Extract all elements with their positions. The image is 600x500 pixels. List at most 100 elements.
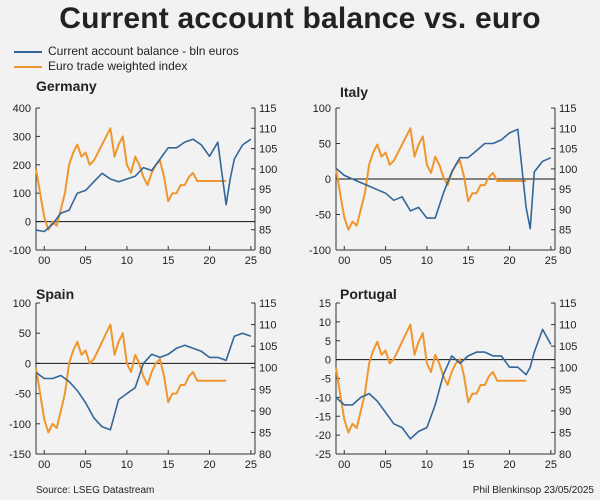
legend-swatch-euro-index bbox=[14, 65, 42, 68]
portugal-left-tick-label: -10 bbox=[315, 392, 331, 404]
spain-right-tick-label: 105 bbox=[259, 341, 277, 353]
germany-left-tick-label: 100 bbox=[13, 188, 31, 200]
source-note: Source: LSEG Datastream bbox=[36, 485, 155, 496]
portugal-x-tick-label: 20 bbox=[503, 459, 515, 471]
spain-right-tick-label: 100 bbox=[259, 363, 277, 375]
spain-left-tick-label: -100 bbox=[9, 419, 31, 431]
portugal-panel-title: Portugal bbox=[340, 286, 397, 302]
portugal-left-tick-label: -5 bbox=[321, 374, 331, 386]
legend-swatch-current-account bbox=[14, 50, 42, 53]
portugal-left-tick-label: 10 bbox=[319, 317, 331, 329]
italy-right-tick-label: 85 bbox=[559, 225, 571, 237]
legend-label-euro-index: Euro trade weighted index bbox=[48, 59, 188, 73]
germany-right-tick-label: 85 bbox=[259, 225, 271, 237]
spain-x-tick-label: 10 bbox=[121, 459, 133, 471]
spain-panel-title: Spain bbox=[36, 286, 74, 302]
italy-left-tick-label: -50 bbox=[315, 210, 331, 222]
germany-x-tick-label: 25 bbox=[245, 255, 257, 267]
spain-left-tick-label: 0 bbox=[25, 358, 31, 370]
italy-right-tick-label: 100 bbox=[559, 164, 577, 176]
italy-right-tick-label: 110 bbox=[559, 123, 577, 135]
portugal-x-tick-label: 05 bbox=[379, 459, 391, 471]
spain-left-tick-label: -150 bbox=[9, 449, 31, 461]
portugal-x-tick-label: 10 bbox=[421, 459, 433, 471]
portugal-right-tick-label: 100 bbox=[559, 363, 577, 375]
germany-left-tick-label: 300 bbox=[13, 131, 31, 143]
spain-euro-index-line bbox=[35, 323, 227, 434]
italy-right-tick-label: 105 bbox=[559, 144, 577, 156]
portugal-current-account-line bbox=[335, 328, 552, 440]
italy-right-tick-label: 95 bbox=[559, 184, 571, 196]
portugal-right-tick-label: 90 bbox=[559, 406, 571, 418]
germany-right-tick-label: 80 bbox=[259, 245, 271, 257]
chart-title: Current account balance vs. euro bbox=[59, 2, 541, 35]
spain-left-tick-label: -50 bbox=[15, 389, 31, 401]
portugal-right-tick-label: 110 bbox=[559, 320, 577, 332]
portugal-right-tick-label: 105 bbox=[559, 341, 577, 353]
spain-x-tick-label: 00 bbox=[38, 459, 50, 471]
spain-right-tick-label: 115 bbox=[259, 298, 277, 310]
italy-panel-title: Italy bbox=[340, 84, 368, 100]
germany-right-tick-label: 115 bbox=[259, 103, 277, 115]
portugal-right-tick-label: 95 bbox=[559, 384, 571, 396]
italy-right-tick-label: 90 bbox=[559, 204, 571, 216]
spain-right-tick-label: 110 bbox=[259, 320, 277, 332]
spain-left-tick-label: 50 bbox=[19, 328, 31, 340]
portugal-x-tick-label: 15 bbox=[462, 459, 474, 471]
italy-right-tick-label: 80 bbox=[559, 245, 571, 257]
spain-right-tick-label: 80 bbox=[259, 449, 271, 461]
germany-x-tick-label: 10 bbox=[121, 255, 133, 267]
legend-item-current-account: Current account balance - bln euros bbox=[14, 44, 239, 58]
portugal-right-tick-label: 115 bbox=[559, 298, 577, 310]
portugal-x-tick-label: 00 bbox=[338, 459, 350, 471]
italy-current-account-line bbox=[335, 128, 552, 230]
portugal-left-tick-label: 5 bbox=[325, 336, 331, 348]
italy-x-tick-label: 00 bbox=[338, 255, 350, 267]
portugal-right-tick-label: 80 bbox=[559, 449, 571, 461]
spain-left-tick-label: 100 bbox=[13, 298, 31, 310]
spain-x-tick-label: 05 bbox=[79, 459, 91, 471]
credit-note: Phil Blenkinsop 23/05/2025 bbox=[472, 485, 594, 496]
italy-left-tick-label: 50 bbox=[319, 139, 331, 151]
germany-x-tick-label: 20 bbox=[203, 255, 215, 267]
spain-right-tick-label: 95 bbox=[259, 384, 271, 396]
portugal-left-tick-label: -25 bbox=[315, 449, 331, 461]
germany-x-tick-label: 00 bbox=[38, 255, 50, 267]
legend-label-current-account: Current account balance - bln euros bbox=[48, 44, 239, 58]
germany-right-tick-label: 100 bbox=[259, 164, 277, 176]
germany-euro-index-line bbox=[35, 127, 227, 231]
italy-x-tick-label: 15 bbox=[462, 255, 474, 267]
spain-right-tick-label: 85 bbox=[259, 427, 271, 439]
italy-left-tick-label: 0 bbox=[325, 174, 331, 186]
italy-euro-index-line bbox=[335, 127, 527, 231]
italy-left-tick-label: 100 bbox=[313, 103, 331, 115]
spain-right-tick-label: 90 bbox=[259, 406, 271, 418]
germany-left-tick-label: -100 bbox=[9, 245, 31, 257]
germany-left-tick-label: 0 bbox=[25, 217, 31, 229]
spain-x-tick-label: 20 bbox=[203, 459, 215, 471]
spain-x-tick-label: 15 bbox=[162, 459, 174, 471]
italy-x-tick-label: 10 bbox=[421, 255, 433, 267]
germany-right-tick-label: 110 bbox=[259, 123, 277, 135]
portugal-left-tick-label: 15 bbox=[319, 298, 331, 310]
italy-x-tick-label: 20 bbox=[503, 255, 515, 267]
spain-x-tick-label: 25 bbox=[245, 459, 257, 471]
germany-left-tick-label: 200 bbox=[13, 160, 31, 172]
italy-right-tick-label: 115 bbox=[559, 103, 577, 115]
germany-right-tick-label: 105 bbox=[259, 144, 277, 156]
italy-x-tick-label: 25 bbox=[545, 255, 557, 267]
portugal-left-tick-label: -20 bbox=[315, 430, 331, 442]
germany-current-account-line bbox=[35, 138, 252, 233]
italy-x-tick-label: 05 bbox=[379, 255, 391, 267]
italy-left-tick-label: -100 bbox=[309, 245, 331, 257]
portugal-right-tick-label: 85 bbox=[559, 427, 571, 439]
portugal-left-tick-label: 0 bbox=[325, 355, 331, 367]
germany-x-tick-label: 05 bbox=[79, 255, 91, 267]
germany-left-tick-label: 400 bbox=[13, 103, 31, 115]
germany-panel-title: Germany bbox=[36, 78, 97, 94]
germany-right-tick-label: 95 bbox=[259, 184, 271, 196]
spain-current-account-line bbox=[35, 332, 252, 431]
portugal-x-tick-label: 25 bbox=[545, 459, 557, 471]
legend-item-euro-index: Euro trade weighted index bbox=[14, 59, 187, 73]
